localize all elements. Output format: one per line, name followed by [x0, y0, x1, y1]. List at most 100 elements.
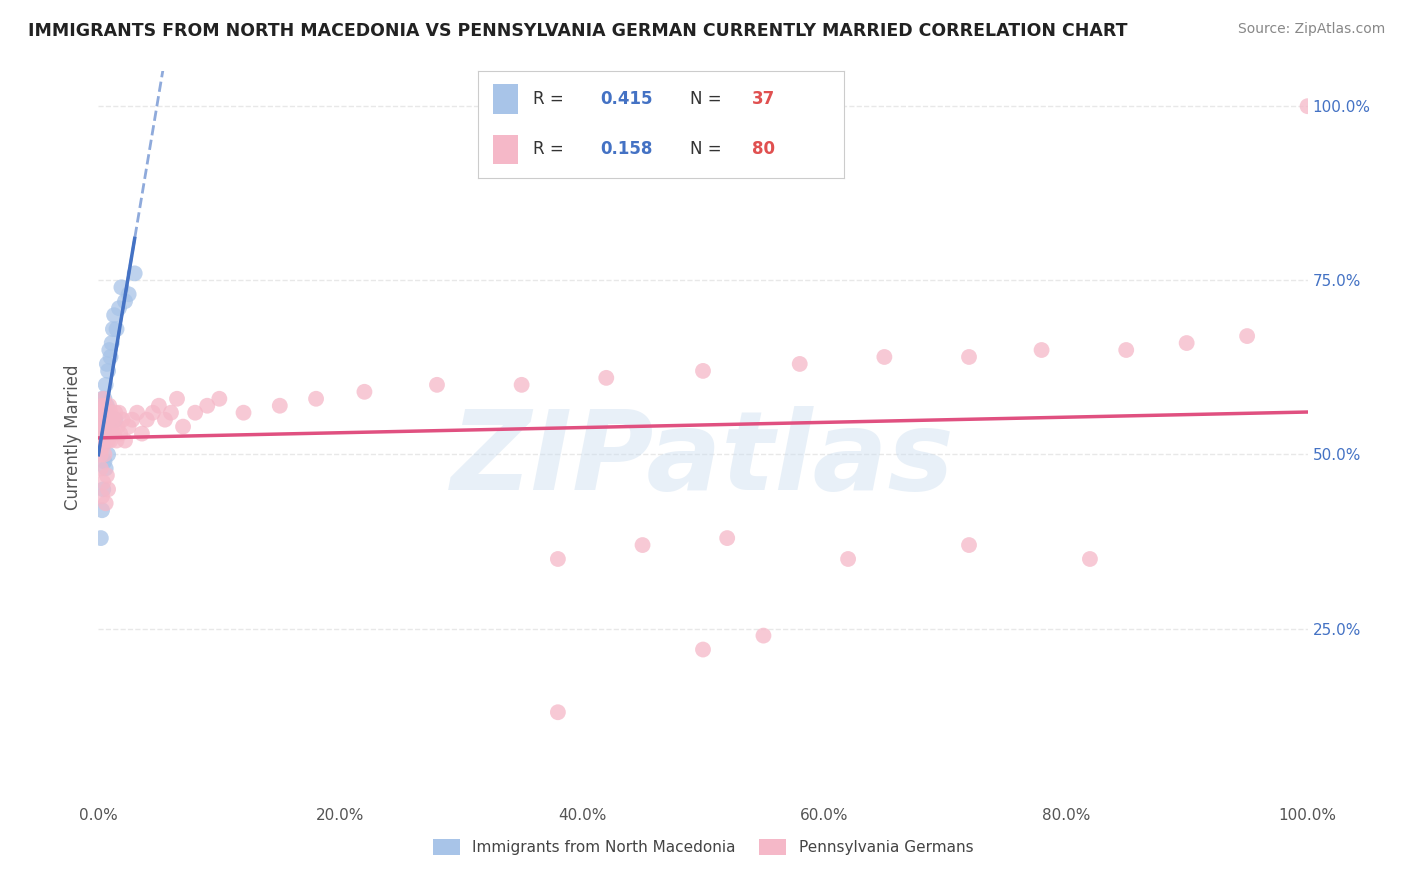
Point: [89, 412, 111, 426]
Point: [957, 538, 980, 552]
Point: [90, 531, 112, 545]
Point: [91, 392, 114, 406]
Point: [153, 412, 176, 426]
Point: [89, 412, 111, 426]
Point: [90, 461, 112, 475]
Point: [1175, 336, 1198, 351]
Point: [90, 448, 112, 462]
Legend: Immigrants from North Macedonia, Pennsylvania Germans: Immigrants from North Macedonia, Pennsyl…: [426, 833, 980, 861]
Point: [127, 406, 149, 420]
Point: [101, 412, 124, 426]
Point: [547, 705, 569, 719]
Point: [91, 426, 114, 441]
Point: [135, 412, 157, 426]
Point: [104, 412, 127, 426]
Point: [97, 412, 120, 426]
Point: [98, 399, 121, 413]
Text: 0.158: 0.158: [600, 141, 652, 159]
Point: [98, 343, 121, 357]
Point: [148, 399, 170, 413]
Point: [98, 426, 121, 441]
Point: [91, 434, 114, 448]
Point: [105, 322, 128, 336]
Point: [91, 406, 114, 420]
Point: [89, 434, 111, 448]
Point: [93, 392, 115, 406]
Point: [97, 483, 120, 497]
Point: [91, 475, 114, 490]
Point: [232, 406, 254, 420]
Point: [100, 336, 122, 351]
Point: [353, 384, 375, 399]
Point: [547, 552, 569, 566]
Point: [93, 426, 115, 441]
Point: [96, 399, 118, 413]
Bar: [492, 84, 519, 114]
Text: ZIPatlas: ZIPatlas: [451, 406, 955, 513]
Point: [91, 503, 114, 517]
Text: R =: R =: [533, 141, 569, 159]
Point: [94, 399, 117, 413]
Point: [91, 489, 114, 503]
Point: [1115, 343, 1137, 357]
Point: [96, 468, 118, 483]
Text: R =: R =: [533, 90, 569, 108]
Point: [426, 377, 449, 392]
Point: [96, 357, 118, 371]
Point: [91, 412, 114, 426]
Point: [195, 399, 218, 413]
Point: [114, 294, 136, 309]
Point: [94, 419, 117, 434]
Point: [1236, 329, 1258, 343]
Point: [101, 322, 124, 336]
Point: [94, 434, 117, 448]
Point: [93, 448, 115, 462]
Text: N =: N =: [690, 141, 727, 159]
Point: [90, 434, 112, 448]
Point: [100, 406, 122, 420]
Point: [631, 538, 654, 552]
Point: [94, 406, 117, 420]
Point: [89, 406, 111, 420]
Point: [103, 308, 125, 322]
Point: [166, 392, 188, 406]
Point: [90, 406, 112, 420]
Point: [692, 642, 714, 657]
Point: [97, 448, 120, 462]
Point: [1031, 343, 1053, 357]
Text: 80: 80: [752, 141, 775, 159]
Text: 0.415: 0.415: [600, 90, 652, 108]
Point: [91, 483, 114, 497]
Point: [108, 406, 131, 420]
Point: [305, 392, 328, 406]
Point: [121, 412, 143, 426]
Point: [100, 350, 122, 364]
Point: [510, 377, 533, 392]
Point: [96, 406, 118, 420]
Point: [118, 419, 141, 434]
Point: [90, 399, 112, 413]
Point: [93, 419, 115, 434]
Point: [97, 434, 120, 448]
Point: [103, 426, 125, 441]
Text: 37: 37: [752, 90, 776, 108]
Point: [91, 392, 114, 406]
Point: [957, 350, 980, 364]
Point: [184, 406, 207, 420]
Point: [595, 371, 617, 385]
Point: [111, 412, 134, 426]
Point: [208, 392, 231, 406]
Point: [108, 426, 131, 441]
Point: [97, 364, 120, 378]
Text: Source: ZipAtlas.com: Source: ZipAtlas.com: [1237, 22, 1385, 37]
Point: [107, 419, 129, 434]
Point: [124, 266, 146, 280]
Point: [873, 350, 896, 364]
Point: [90, 441, 112, 455]
Point: [90, 419, 112, 434]
Text: N =: N =: [690, 90, 727, 108]
Point: [91, 434, 114, 448]
Bar: [492, 135, 519, 164]
Point: [89, 426, 111, 441]
Point: [91, 441, 114, 455]
